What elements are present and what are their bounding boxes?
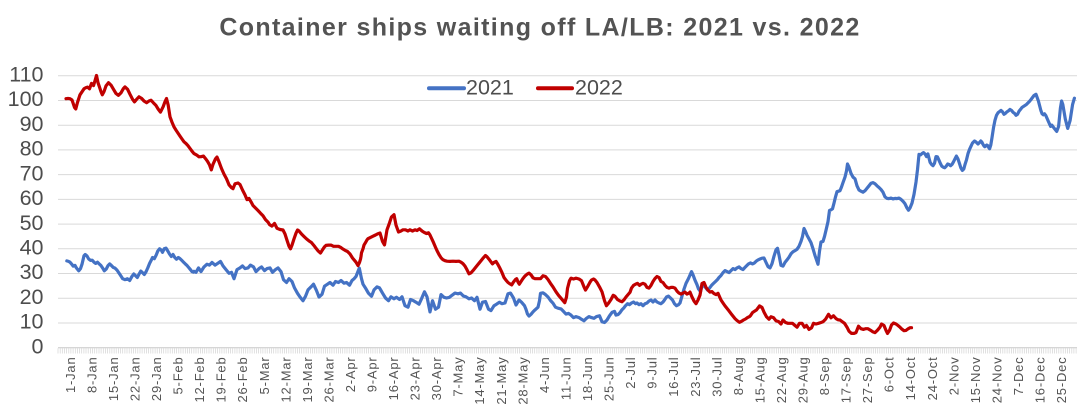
- svg-text:30-Jul: 30-Jul: [709, 357, 724, 397]
- svg-text:25-Jun: 25-Jun: [602, 357, 617, 402]
- svg-text:12-Feb: 12-Feb: [192, 357, 207, 403]
- svg-text:10: 10: [20, 310, 44, 334]
- svg-text:30: 30: [20, 260, 44, 284]
- svg-text:8-Jan: 8-Jan: [84, 357, 99, 394]
- svg-text:14-May: 14-May: [472, 357, 487, 405]
- svg-text:60: 60: [20, 186, 44, 210]
- svg-text:100: 100: [8, 87, 44, 111]
- svg-text:21-May: 21-May: [494, 357, 509, 405]
- svg-text:11-Jun: 11-Jun: [559, 357, 574, 401]
- svg-text:50: 50: [20, 211, 44, 235]
- svg-text:22-Jan: 22-Jan: [128, 357, 143, 402]
- svg-text:8-Aug: 8-Aug: [731, 357, 746, 396]
- svg-text:30-Apr: 30-Apr: [429, 357, 444, 401]
- svg-text:17-Sep: 17-Sep: [839, 357, 854, 404]
- svg-text:29-Jan: 29-Jan: [149, 357, 164, 402]
- svg-text:16-Dec: 16-Dec: [1033, 357, 1048, 404]
- svg-text:1-Jan: 1-Jan: [63, 357, 78, 394]
- svg-text:9-Jul: 9-Jul: [645, 357, 660, 389]
- svg-text:28-May: 28-May: [515, 357, 530, 405]
- svg-text:8-Sep: 8-Sep: [817, 357, 832, 396]
- svg-text:19-Mar: 19-Mar: [300, 357, 315, 403]
- svg-text:24-Oct: 24-Oct: [925, 357, 940, 401]
- svg-text:29-Aug: 29-Aug: [796, 357, 811, 404]
- svg-text:27-Sep: 27-Sep: [860, 357, 875, 404]
- svg-text:24-Nov: 24-Nov: [989, 357, 1004, 404]
- svg-text:18-Jun: 18-Jun: [580, 357, 595, 402]
- svg-text:25-Dec: 25-Dec: [1054, 357, 1069, 404]
- svg-text:19-Feb: 19-Feb: [214, 357, 229, 403]
- svg-text:23-Apr: 23-Apr: [408, 357, 423, 401]
- svg-text:2-Apr: 2-Apr: [343, 357, 358, 393]
- svg-text:90: 90: [20, 112, 44, 136]
- svg-text:6-Oct: 6-Oct: [882, 357, 897, 393]
- svg-text:16-Jul: 16-Jul: [666, 357, 681, 397]
- svg-text:22-Aug: 22-Aug: [774, 357, 789, 404]
- svg-text:4-Jun: 4-Jun: [537, 357, 552, 394]
- svg-text:20: 20: [20, 285, 44, 309]
- svg-text:7-Dec: 7-Dec: [1011, 357, 1026, 396]
- svg-text:12-Mar: 12-Mar: [278, 357, 293, 403]
- svg-text:80: 80: [20, 137, 44, 161]
- svg-text:0: 0: [32, 334, 44, 358]
- svg-text:9-Apr: 9-Apr: [365, 357, 380, 393]
- svg-text:Container ships waiting off LA: Container ships waiting off LA/LB: 2021 …: [219, 14, 860, 42]
- svg-text:15-Nov: 15-Nov: [968, 357, 983, 404]
- svg-text:7-May: 7-May: [451, 357, 466, 397]
- svg-text:23-Jul: 23-Jul: [688, 357, 703, 397]
- svg-text:15-Aug: 15-Aug: [752, 357, 767, 404]
- svg-text:2-Jul: 2-Jul: [623, 357, 638, 389]
- svg-text:2-Nov: 2-Nov: [946, 357, 961, 396]
- svg-text:15-Jan: 15-Jan: [106, 357, 121, 402]
- svg-text:14-Oct: 14-Oct: [903, 357, 918, 401]
- svg-text:26-Feb: 26-Feb: [235, 357, 250, 403]
- svg-text:5-Mar: 5-Mar: [257, 357, 272, 395]
- svg-text:5-Feb: 5-Feb: [171, 357, 186, 395]
- svg-text:70: 70: [20, 161, 44, 185]
- svg-text:2021: 2021: [466, 76, 514, 100]
- svg-text:110: 110: [9, 62, 43, 86]
- svg-text:26-Mar: 26-Mar: [321, 357, 336, 403]
- svg-text:2022: 2022: [575, 76, 623, 100]
- svg-text:40: 40: [20, 235, 44, 259]
- svg-text:16-Apr: 16-Apr: [386, 357, 401, 401]
